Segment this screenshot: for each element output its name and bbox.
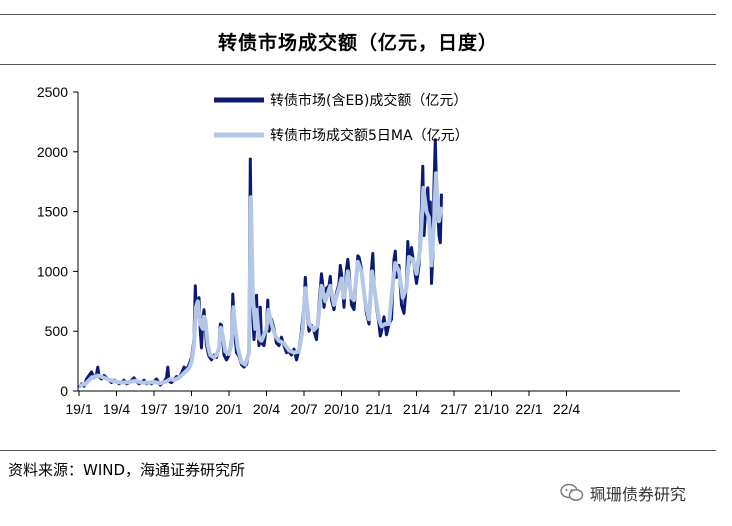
y-tick-label: 1500 bbox=[37, 204, 68, 220]
bottom-rule bbox=[0, 450, 716, 451]
y-tick-label: 1000 bbox=[37, 263, 68, 279]
x-ticks: 19/1 19/4 19/7 19/10 20/1 20/4 20/7 20/10 21/1 21… bbox=[65, 391, 580, 417]
x-tick-label: 21/4 bbox=[403, 401, 430, 417]
watermark: 珮珊债券研究 bbox=[560, 481, 686, 505]
y-tick-label: 500 bbox=[45, 323, 69, 339]
x-tick-label: 21/7 bbox=[440, 401, 467, 417]
x-tick-label: 19/10 bbox=[174, 401, 209, 417]
y-tick-label: 0 bbox=[60, 383, 68, 399]
chart-title: 转债市场成交额（亿元，日度） bbox=[217, 32, 498, 54]
series-line-daily-turnover bbox=[77, 138, 443, 389]
title-rule bbox=[0, 64, 716, 65]
legend: 转债市场(含EB)成交额（亿元） 转债市场成交额5日MA（亿元） bbox=[214, 92, 469, 144]
top-rule bbox=[0, 14, 716, 15]
x-tick-label: 21/1 bbox=[365, 401, 392, 417]
x-tick-label: 21/10 bbox=[474, 401, 509, 417]
legend-label-daily-turnover: 转债市场(含EB)成交额（亿元） bbox=[270, 92, 467, 109]
x-tick-label: 19/4 bbox=[103, 401, 130, 417]
legend-label-5d-ma: 转债市场成交额5日MA（亿元） bbox=[270, 127, 469, 144]
x-tick-label: 20/7 bbox=[290, 401, 317, 417]
plot-area bbox=[77, 138, 444, 389]
wechat-icon bbox=[560, 483, 584, 501]
series-line-5d-ma bbox=[78, 171, 444, 389]
x-tick-label: 22/4 bbox=[553, 401, 580, 417]
y-tick-label: 2000 bbox=[37, 144, 68, 160]
y-axis: 0 500 1000 1500 2000 2500 bbox=[37, 84, 79, 399]
x-tick-label: 19/1 bbox=[65, 401, 92, 417]
chart: 0 500 1000 1500 2000 2500 19/1 19/4 19/7 19/10 20… bbox=[37, 84, 680, 417]
y-ticks: 0 500 1000 1500 2000 2500 bbox=[37, 84, 78, 399]
y-tick-label: 2500 bbox=[37, 84, 68, 100]
x-tick-label: 20/4 bbox=[253, 401, 280, 417]
x-tick-label: 22/1 bbox=[515, 401, 542, 417]
watermark-text: 珮珊债券研究 bbox=[590, 485, 687, 504]
x-tick-label: 19/7 bbox=[140, 401, 167, 417]
source-note: 资料来源：WIND，海通证券研究所 bbox=[8, 461, 246, 479]
x-axis: 19/1 19/4 19/7 19/10 20/1 20/4 20/7 20/10 21/1 21… bbox=[65, 390, 680, 417]
x-tick-label: 20/1 bbox=[215, 401, 242, 417]
x-tick-label: 20/10 bbox=[324, 401, 359, 417]
